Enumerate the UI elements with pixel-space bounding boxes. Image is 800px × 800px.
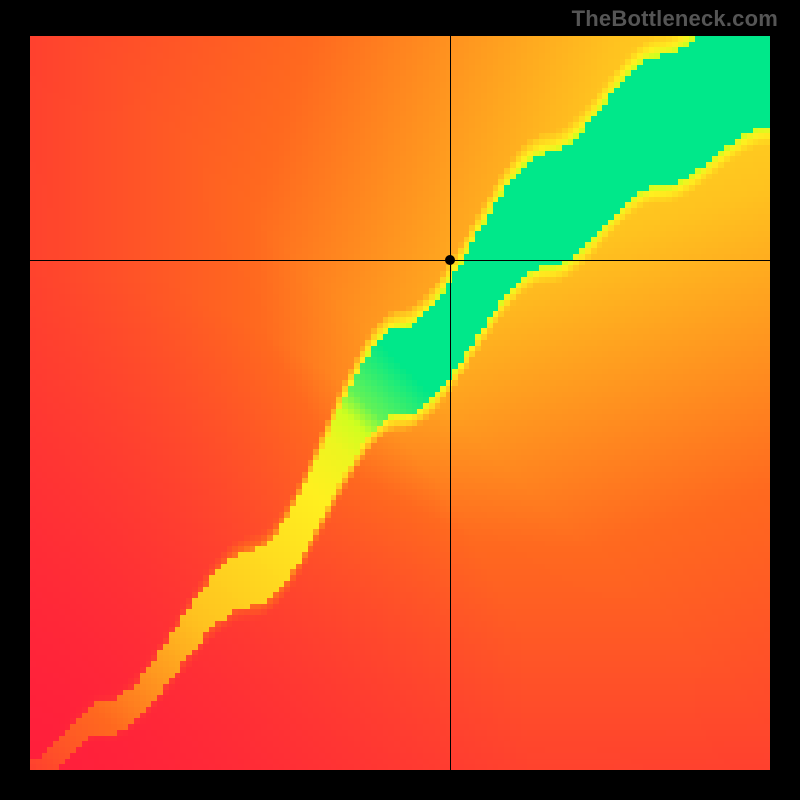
crosshair-marker xyxy=(445,255,455,265)
chart-frame: TheBottleneck.com xyxy=(0,0,800,800)
plot-area xyxy=(30,36,770,770)
watermark-text: TheBottleneck.com xyxy=(572,6,778,32)
crosshair-horizontal xyxy=(30,260,770,261)
bottleneck-heatmap xyxy=(30,36,770,770)
crosshair-vertical xyxy=(450,36,451,770)
